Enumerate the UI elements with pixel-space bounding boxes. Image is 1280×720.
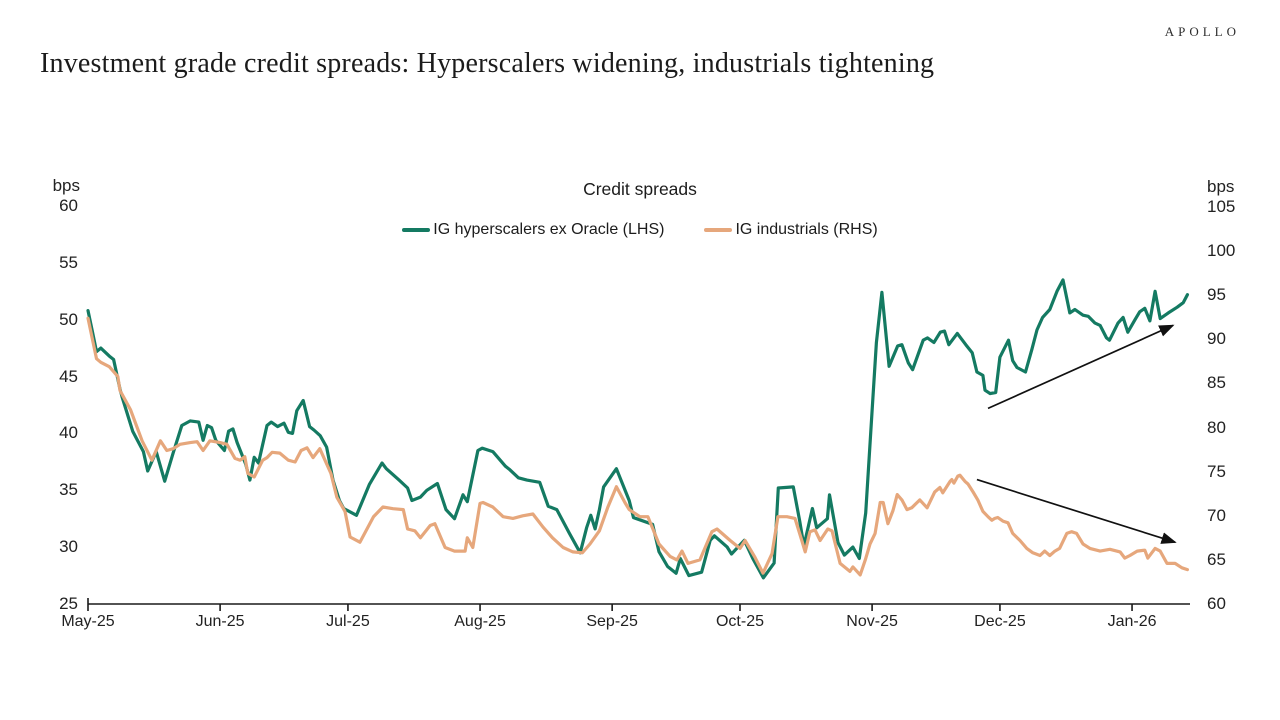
- axis-tick-label: 105: [1207, 197, 1236, 216]
- axis-tick-label: 35: [59, 480, 78, 500]
- axis-tick-label: 90: [1207, 329, 1226, 349]
- axis-tick-label: Dec-25: [974, 613, 1026, 630]
- axis-tick-label: Jun-25: [195, 613, 245, 630]
- axis-tick-label: 45: [59, 366, 78, 386]
- axis-tick-label: 30: [59, 537, 78, 557]
- axis-tick-label: 65: [1207, 549, 1226, 569]
- axis-tick-label: 50: [59, 309, 78, 329]
- axis-tick-label: 60: [1207, 594, 1226, 613]
- axis-tick-label: 70: [1207, 505, 1226, 525]
- axis-tick-label: Jan-26: [1107, 613, 1157, 630]
- axis-tick-label: 80: [1207, 417, 1226, 437]
- axis-tick-label: 60: [59, 196, 78, 215]
- legend-label-industrials: IG industrials (RHS): [735, 221, 878, 238]
- axis-tick-label: Jul-25: [326, 613, 370, 630]
- industrials-tightening-arrow: [976, 478, 1177, 544]
- axis-tick-label: 100: [1207, 241, 1236, 261]
- axis-tick-label: Nov-25: [846, 613, 898, 630]
- legend-item-industrials: IG industrials (RHS): [704, 221, 878, 239]
- legend-label-hyperscalers: IG hyperscalers ex Oracle (LHS): [433, 221, 665, 238]
- apollo-logo: APOLLO: [1164, 24, 1240, 39]
- axis-tick-label: 25: [59, 594, 78, 613]
- axis-tick-label: Aug-25: [454, 613, 506, 630]
- series-line-hyperscalers: [86, 278, 1190, 580]
- legend-swatch-industrials-icon: [704, 228, 733, 232]
- axis-tick-label: 95: [1207, 285, 1226, 305]
- chart-title: Credit spreads: [583, 179, 697, 199]
- page-title: Investment grade credit spreads: Hypersc…: [40, 48, 935, 79]
- legend-swatch-hyperscalers-icon: [402, 228, 431, 232]
- axis-tick-label: Sep-25: [586, 613, 638, 630]
- axis-tick-label: 40: [59, 423, 78, 443]
- axis-tick-label: May-25: [61, 613, 115, 630]
- axis-tick-label: 75: [1207, 461, 1226, 481]
- axis-tick-label: Oct-25: [715, 613, 764, 630]
- right-axis-unit: bps: [1207, 177, 1235, 196]
- legend-item-hyperscalers: IG hyperscalers ex Oracle (LHS): [402, 221, 664, 239]
- axis-tick-label: 85: [1207, 373, 1226, 393]
- series-line-industrials: [86, 316, 1190, 577]
- axis-tick-label: 55: [59, 252, 78, 272]
- left-axis-unit: bps: [52, 176, 80, 195]
- chart-legend: IG hyperscalers ex Oracle (LHS) IG indus…: [0, 221, 1280, 239]
- hyperscalers-widening-arrow: [987, 324, 1175, 410]
